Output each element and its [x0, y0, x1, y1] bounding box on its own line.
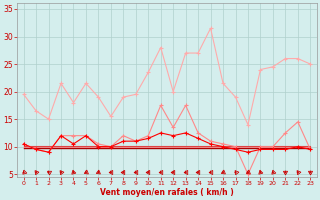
X-axis label: Vent moyen/en rafales ( km/h ): Vent moyen/en rafales ( km/h ): [100, 188, 234, 197]
